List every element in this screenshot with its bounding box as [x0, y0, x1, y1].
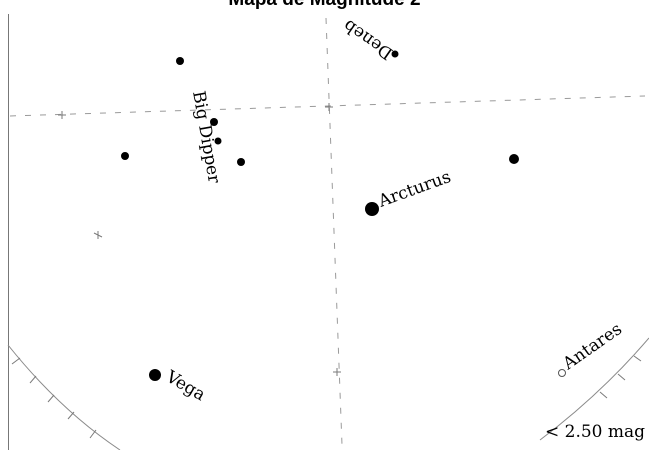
- vega-label: Vega: [162, 367, 209, 406]
- star-marker: [121, 152, 129, 160]
- horizon-arc-right: [539, 337, 649, 441]
- map-frame: [8, 14, 649, 450]
- star-marker: [210, 118, 218, 126]
- star-marker: [509, 154, 519, 164]
- grid-line-horizontal: [9, 95, 646, 117]
- deneb-label: Deneb: [340, 15, 397, 63]
- big-dipper-stars: [121, 57, 245, 166]
- star-marker: [237, 158, 245, 166]
- antares-label: Antares: [559, 319, 626, 374]
- map-title: Mapa de Magnitude 2: [0, 0, 649, 11]
- arcturus-marker: [365, 202, 379, 216]
- big-dipper-label: Big Dipper: [188, 89, 224, 185]
- coordinate-grid: [9, 17, 646, 446]
- deneb-marker: [391, 50, 399, 58]
- arcturus-label: Arcturus: [375, 167, 454, 212]
- horizon-arc-left: [7, 344, 121, 450]
- star-marker: [176, 57, 184, 65]
- antares-marker: [558, 369, 566, 377]
- star-marker: [214, 137, 222, 145]
- grid-tick-marks: [58, 103, 341, 376]
- title-bar: Mapa de Magnitude 2: [0, 0, 649, 14]
- magnitude-limit-label: < 2.50 mag: [545, 422, 645, 442]
- grid-line-vertical: [325, 17, 343, 446]
- vega-marker: [149, 369, 161, 381]
